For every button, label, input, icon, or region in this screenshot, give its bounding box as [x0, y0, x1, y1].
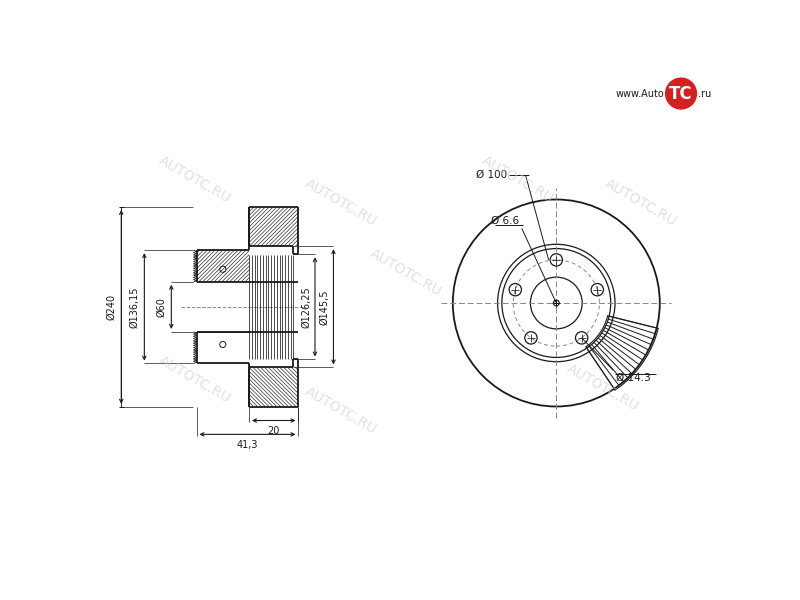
- Text: Ø 6.6: Ø 6.6: [491, 216, 519, 226]
- Text: Ø60: Ø60: [157, 297, 166, 317]
- Text: Ø240: Ø240: [106, 294, 117, 320]
- Text: Ø136,15: Ø136,15: [130, 286, 140, 328]
- Text: Ø145,5: Ø145,5: [320, 289, 330, 325]
- Text: AUTOTC.RU: AUTOTC.RU: [156, 354, 233, 406]
- Text: TC: TC: [670, 85, 693, 103]
- Text: AUTOTC.RU: AUTOTC.RU: [564, 361, 641, 414]
- Text: Ø 100: Ø 100: [476, 170, 507, 180]
- Text: AUTOTC.RU: AUTOTC.RU: [368, 246, 445, 298]
- Text: 41,3: 41,3: [237, 440, 258, 450]
- Circle shape: [666, 78, 697, 109]
- Text: www.Auto: www.Auto: [615, 89, 664, 98]
- Text: Ø126,25: Ø126,25: [301, 286, 311, 328]
- Text: AUTOTC.RU: AUTOTC.RU: [302, 176, 379, 229]
- Text: AUTOTC.RU: AUTOTC.RU: [156, 154, 233, 206]
- Text: .ru: .ru: [698, 89, 711, 98]
- Text: AUTOTC.RU: AUTOTC.RU: [602, 176, 679, 229]
- Text: Ø 14.3: Ø 14.3: [615, 373, 650, 383]
- Text: AUTOTC.RU: AUTOTC.RU: [479, 154, 556, 206]
- Text: AUTOTC.RU: AUTOTC.RU: [302, 385, 379, 437]
- Text: 20: 20: [267, 426, 280, 436]
